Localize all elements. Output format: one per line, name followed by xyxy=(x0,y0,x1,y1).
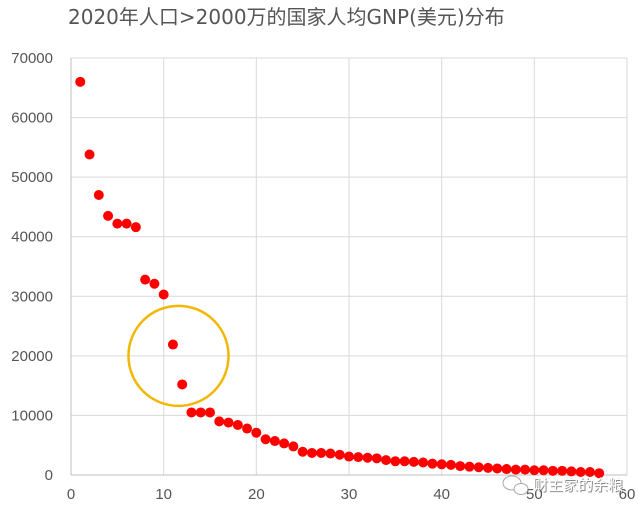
data-point xyxy=(362,452,373,463)
data-point xyxy=(547,465,558,476)
data-point xyxy=(167,339,178,350)
data-point xyxy=(501,464,512,475)
data-point xyxy=(205,407,215,418)
x-tick-label: 50 xyxy=(526,486,543,503)
data-point xyxy=(381,455,392,466)
data-point xyxy=(538,465,549,476)
x-tick-label: 20 xyxy=(248,486,265,503)
data-point xyxy=(492,463,503,474)
data-point xyxy=(269,436,280,447)
data-point xyxy=(520,464,531,475)
highlight-circle xyxy=(127,304,230,408)
data-point xyxy=(251,427,262,438)
y-tick-label: 70000 xyxy=(11,50,53,67)
data-point xyxy=(214,416,225,427)
y-tick-label: 60000 xyxy=(11,110,53,127)
data-point xyxy=(140,274,151,285)
data-point xyxy=(306,447,317,458)
data-point xyxy=(418,457,429,468)
data-point xyxy=(510,464,521,475)
data-point xyxy=(390,456,401,467)
data-point xyxy=(84,149,95,160)
data-point xyxy=(158,289,169,300)
data-point xyxy=(399,456,410,467)
x-tick-label: 0 xyxy=(67,486,75,503)
y-tick-labels: 0 10000 20000 30000 40000 50000 60000 70000 xyxy=(11,50,53,484)
data-points xyxy=(75,76,605,479)
data-point xyxy=(260,434,271,445)
data-point xyxy=(455,461,466,472)
watermark-logo xyxy=(502,475,529,495)
y-tick-label: 30000 xyxy=(11,288,53,305)
x-tick-label: 60 xyxy=(619,486,636,503)
data-point xyxy=(130,222,141,233)
y-tick-label: 10000 xyxy=(11,407,53,424)
data-point xyxy=(473,462,484,473)
data-point xyxy=(594,468,605,479)
chart-title: 2020年人口>2000万的国家人均GNP(美元)分布 xyxy=(68,5,505,29)
data-point xyxy=(316,447,327,458)
data-point xyxy=(232,419,243,430)
y-tick-label: 40000 xyxy=(11,229,53,246)
watermark-text-shadow: 财主家的余粮 xyxy=(534,477,624,495)
x-tick-labels: 0 10 20 30 40 50 60 xyxy=(67,486,636,503)
data-point xyxy=(186,407,197,418)
data-point xyxy=(464,461,475,472)
data-point xyxy=(557,465,568,476)
annotation xyxy=(127,304,230,408)
data-point xyxy=(408,456,419,467)
data-point xyxy=(353,452,364,463)
data-point xyxy=(149,278,160,289)
y-tick-label: 0 xyxy=(45,467,53,484)
watermark-text: 财主家的余粮 xyxy=(533,476,623,494)
data-point xyxy=(288,441,299,452)
data-point xyxy=(566,466,577,477)
data-point xyxy=(121,218,132,229)
data-point xyxy=(334,449,345,460)
x-tick-label: 30 xyxy=(341,486,358,503)
data-point xyxy=(344,451,354,462)
data-point xyxy=(75,76,86,87)
data-point xyxy=(584,467,595,478)
data-point xyxy=(436,459,447,470)
data-point xyxy=(93,190,104,201)
data-point xyxy=(427,458,438,469)
data-point xyxy=(371,453,382,464)
data-point xyxy=(195,407,206,418)
data-point xyxy=(242,423,253,434)
data-point xyxy=(575,467,586,478)
x-tick-label: 40 xyxy=(433,486,450,503)
data-point xyxy=(529,465,540,476)
data-point xyxy=(103,210,114,221)
y-tick-label: 20000 xyxy=(11,348,53,365)
data-point xyxy=(325,448,336,459)
data-point xyxy=(112,218,123,229)
data-point xyxy=(297,446,308,457)
data-point xyxy=(445,459,456,470)
wechat-icon-small xyxy=(513,483,529,495)
data-point xyxy=(177,379,188,390)
x-tick-label: 10 xyxy=(155,486,172,503)
data-point xyxy=(483,462,493,473)
y-tick-label: 50000 xyxy=(11,169,53,186)
data-point xyxy=(279,438,290,449)
data-point xyxy=(223,417,234,428)
grid xyxy=(71,57,628,475)
